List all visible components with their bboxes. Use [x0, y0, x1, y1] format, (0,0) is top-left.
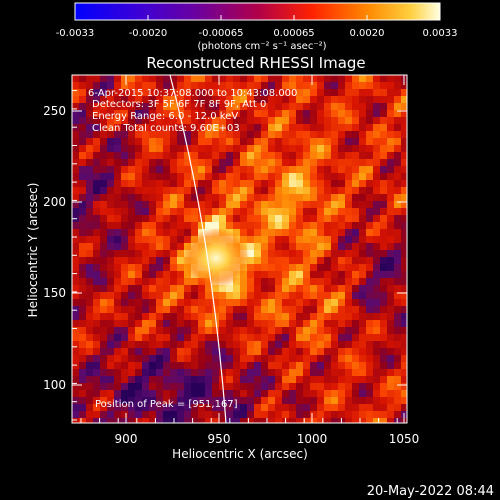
y-tick-label: 150	[43, 286, 66, 300]
x-tick-label: 1000	[297, 432, 328, 446]
colorbar-tick-label: -0.00065	[199, 28, 244, 39]
flare-core	[182, 228, 250, 288]
x-tick-label: 1050	[389, 432, 420, 446]
x-tick-label: 950	[208, 432, 231, 446]
plot-frame	[71, 74, 408, 424]
footer-date: 20-May-2022 08:44	[367, 484, 494, 499]
plot-title: Reconstructed RHESSI Image	[146, 54, 365, 72]
x-tick-labels: 900 950 1000 1050	[115, 432, 420, 446]
colorbar: -0.0033 -0.0020 -0.00065 0.00065 0.0020 0.003…	[56, 2, 458, 52]
info-time-range: 6-Apr-2015 10:37:08.000 to 10:43:08.000	[88, 88, 297, 99]
colorbar-gradient	[74, 2, 441, 21]
colorbar-tick-labels: -0.0033 -0.0020 -0.00065 0.00065 0.0020 0.003…	[56, 28, 458, 39]
colorbar-tick-label: 0.0020	[350, 28, 385, 39]
colorbar-tick-label: 0.0033	[423, 28, 458, 39]
solar-limb-line	[169, 75, 227, 423]
info-clean-counts: Clean Total counts: 9.60E+03	[92, 123, 240, 134]
peak-position-label: Position of Peak = [951,167]	[95, 399, 238, 410]
y-tick-label: 100	[43, 378, 66, 392]
info-energy-range: Energy Range: 6.0 - 12.0 keV	[92, 111, 238, 122]
image-panel	[71, 74, 408, 424]
colorbar-tick-label: 0.00065	[273, 28, 314, 39]
info-detectors: Detectors: 3F 5F 6F 7F 8F 9F, Att 0	[92, 99, 266, 110]
x-axis-label: Heliocentric X (arcsec)	[172, 447, 308, 461]
y-tick-labels: 100 150 200 250	[43, 104, 66, 392]
x-tick-label: 900	[115, 432, 138, 446]
colorbar-ticks	[74, 15, 441, 20]
info-block: 6-Apr-2015 10:37:08.000 to 10:43:08.000 …	[88, 88, 297, 134]
y-tick-label: 250	[43, 104, 66, 118]
y-axis-label: Heliocentric Y (arcsec)	[26, 183, 40, 318]
colorbar-tick-label: -0.0020	[129, 28, 168, 39]
y-tick-label: 200	[43, 195, 66, 209]
colorbar-units-label: (photons cm⁻² s⁻¹ asec⁻²)	[197, 41, 326, 52]
colorbar-tick-label: -0.0033	[56, 28, 95, 39]
axis-ticks	[72, 75, 407, 423]
